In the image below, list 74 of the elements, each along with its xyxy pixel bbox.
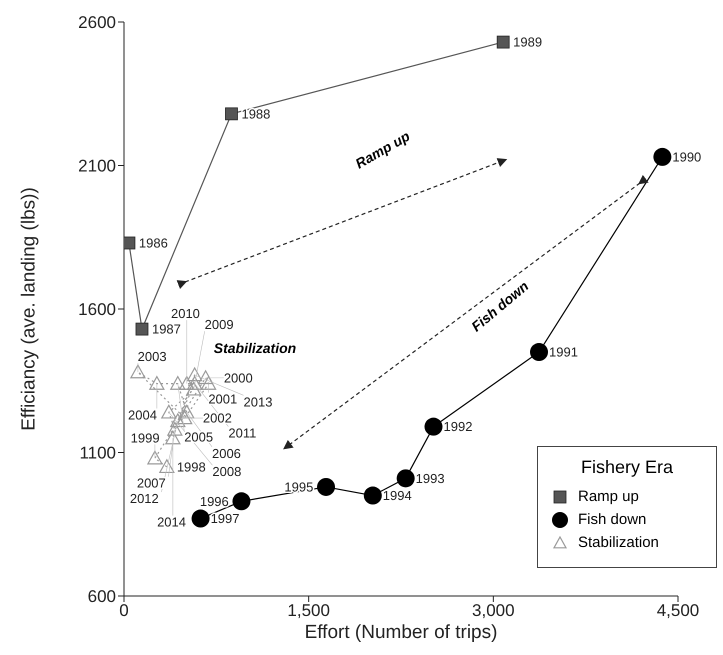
y-tick-label: 2600 xyxy=(78,13,116,32)
y-axis-title: Efficiancy (ave. landing (lbs)) xyxy=(18,187,40,431)
annotation: 1986 xyxy=(138,235,168,250)
annotation: 2011 xyxy=(228,426,256,441)
annotation: 2005 xyxy=(184,430,214,445)
annotation: 1987 xyxy=(152,322,181,337)
annotation: 2012 xyxy=(130,491,159,506)
point xyxy=(317,478,336,496)
annotation: 2008 xyxy=(212,464,242,480)
point xyxy=(200,376,216,390)
annotation: 2014 xyxy=(157,514,186,530)
annotation: 1989 xyxy=(513,34,542,50)
point xyxy=(192,510,210,528)
x-tick-label: 4,500 xyxy=(656,601,700,620)
point xyxy=(149,376,164,390)
annotation: 1993 xyxy=(416,470,445,486)
annotation: 2009 xyxy=(204,317,234,332)
annotation: 1999 xyxy=(130,430,160,446)
point xyxy=(170,413,186,428)
x-axis-title: Effort (Number of trips) xyxy=(304,622,498,643)
x-tick-label: 1,500 xyxy=(287,601,330,620)
point xyxy=(187,367,202,382)
point xyxy=(530,343,548,362)
x-tick-label: 3,000 xyxy=(472,601,515,620)
point xyxy=(496,36,510,48)
annotation: 1994 xyxy=(382,488,412,504)
annotation: 2006 xyxy=(212,446,241,461)
point xyxy=(170,376,186,390)
point xyxy=(653,148,672,166)
annotation: 1990 xyxy=(672,149,702,164)
legend-label: Fish down xyxy=(578,511,646,528)
point xyxy=(396,469,415,488)
point xyxy=(165,430,180,444)
y-tick-label: 1100 xyxy=(79,444,116,463)
legend-label: Stabilization xyxy=(578,534,659,551)
x-tick-label: 0 xyxy=(119,601,129,620)
point xyxy=(187,376,202,390)
annotation: 2010 xyxy=(170,306,200,322)
point xyxy=(167,422,182,436)
point xyxy=(424,418,442,436)
point xyxy=(225,107,238,120)
point xyxy=(130,364,146,378)
legend-label: Ramp up xyxy=(578,488,639,505)
annotation: 2001 xyxy=(208,392,238,407)
annotation: 1997 xyxy=(210,511,240,526)
point xyxy=(161,404,176,419)
y-tick-label: 2100 xyxy=(78,156,116,176)
annotation: 1996 xyxy=(200,494,229,509)
annotation: 1988 xyxy=(241,106,270,122)
annotation: 1991 xyxy=(549,344,578,360)
point xyxy=(179,404,194,419)
y-tick-label: 1600 xyxy=(78,300,116,320)
annotation: 2013 xyxy=(244,394,272,410)
point xyxy=(179,376,194,390)
y-tick-label: 600 xyxy=(88,587,116,606)
annotation: 2003 xyxy=(138,349,167,364)
point xyxy=(136,322,148,336)
point xyxy=(124,236,136,250)
annotation: 1992 xyxy=(444,419,472,434)
annotation: 2002 xyxy=(202,410,232,426)
annotation: Stabilization xyxy=(214,340,296,356)
point xyxy=(364,486,382,505)
annotation: 2004 xyxy=(128,408,157,423)
point xyxy=(232,492,250,510)
point xyxy=(177,410,192,424)
point xyxy=(186,382,202,396)
point xyxy=(198,370,214,384)
point xyxy=(147,450,162,464)
annotation: 2000 xyxy=(224,370,253,386)
annotation: 1998 xyxy=(176,459,206,474)
point xyxy=(159,459,174,474)
annotation: 1995 xyxy=(284,479,314,494)
legend-title: Fishery Era xyxy=(580,457,674,478)
annotation: 2007 xyxy=(136,476,166,491)
